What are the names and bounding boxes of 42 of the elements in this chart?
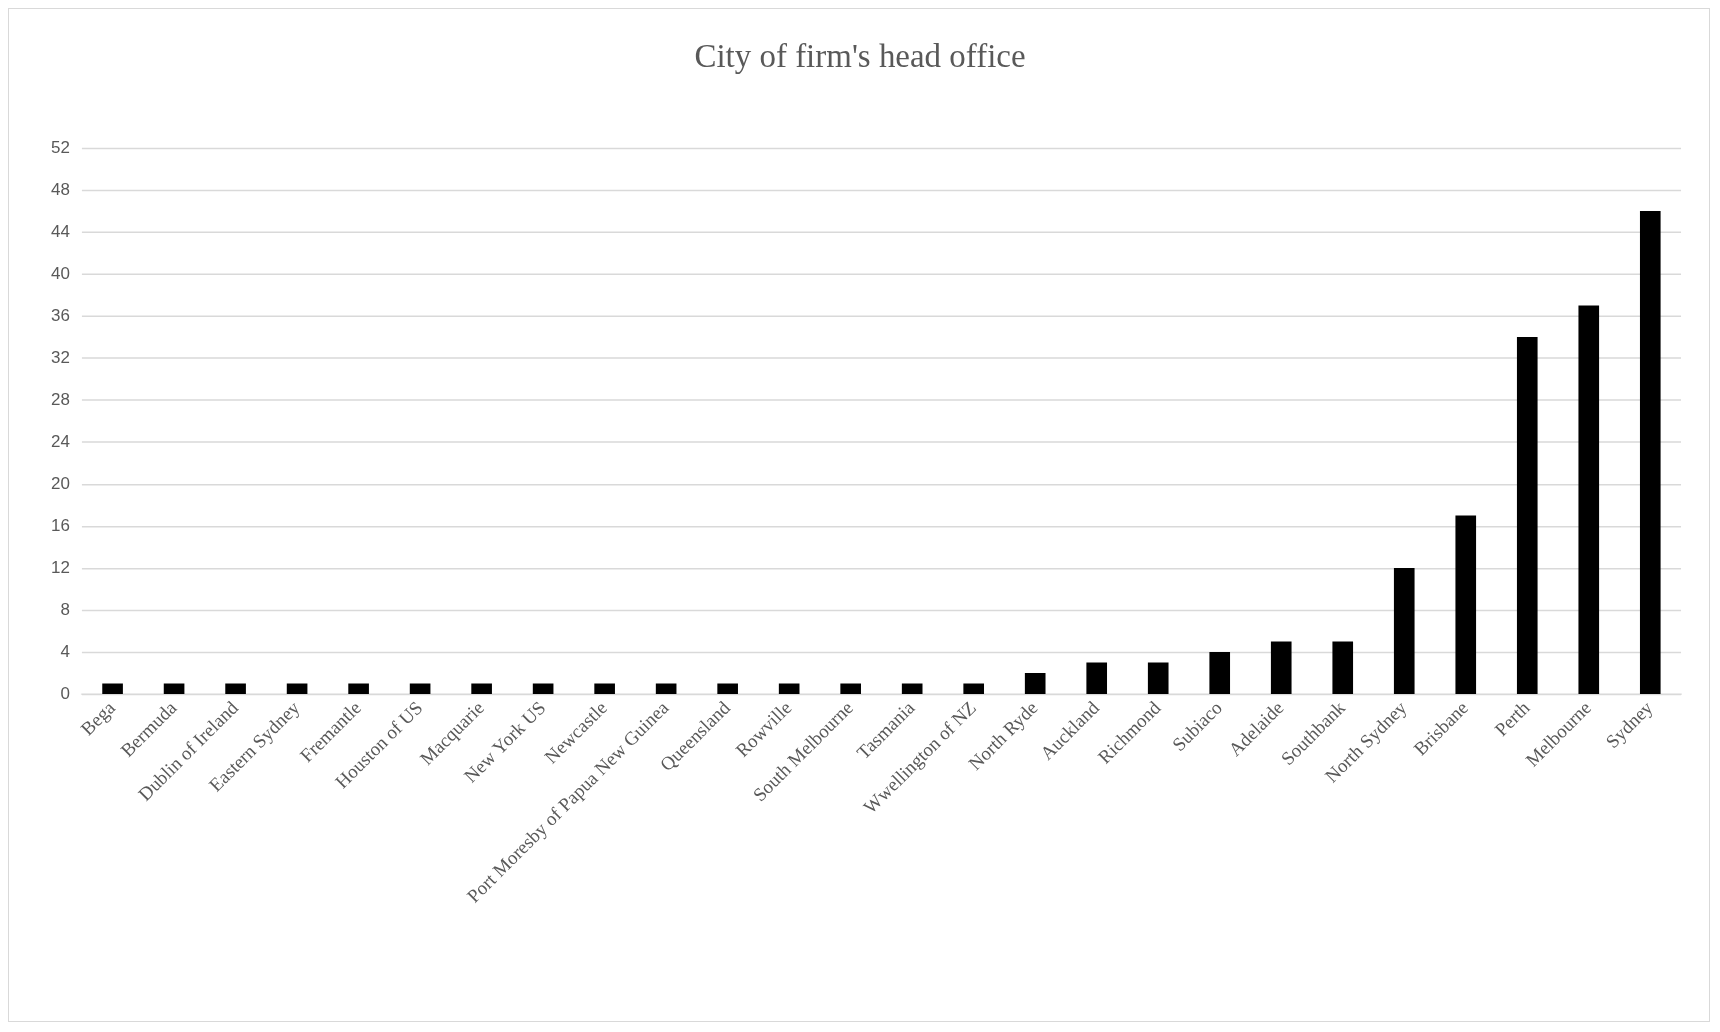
bar xyxy=(286,683,308,694)
bar xyxy=(594,683,615,694)
y-tick-label: 52 xyxy=(50,138,70,157)
bar xyxy=(1639,211,1661,694)
bar xyxy=(1455,515,1477,694)
y-tick-label: 24 xyxy=(50,432,70,452)
y-tick-label: 12 xyxy=(50,558,70,578)
y-tick-label: 8 xyxy=(60,600,70,620)
bar xyxy=(532,683,554,694)
y-tick-label: 16 xyxy=(50,516,70,536)
x-tick-label: Bega xyxy=(76,696,120,740)
bar xyxy=(1147,662,1169,694)
bar xyxy=(963,683,985,694)
bar xyxy=(409,683,431,694)
bar xyxy=(1578,305,1600,694)
bar xyxy=(163,683,185,694)
y-tick-label: 28 xyxy=(50,390,70,410)
bar xyxy=(901,683,923,694)
bar xyxy=(1332,641,1354,694)
chart-title: City of firm's head office xyxy=(694,38,1026,75)
y-tick-label: 20 xyxy=(50,474,70,494)
y-tick-label: 48 xyxy=(50,180,70,200)
y-tick-label: 0 xyxy=(60,684,70,704)
y-tick-label: 4 xyxy=(60,642,70,662)
bar xyxy=(225,683,246,694)
y-tick-label: 32 xyxy=(50,348,70,368)
bar xyxy=(840,683,861,694)
bar xyxy=(1024,673,1046,694)
bar xyxy=(1209,652,1231,694)
bar xyxy=(1393,568,1415,694)
bar xyxy=(655,683,677,694)
bar xyxy=(348,683,369,694)
bar xyxy=(778,683,800,694)
bar xyxy=(102,683,123,694)
y-tick-label: 36 xyxy=(50,306,70,326)
y-tick-label: 40 xyxy=(50,264,70,284)
bar xyxy=(1516,337,1538,694)
bar xyxy=(717,683,738,694)
bar xyxy=(1086,662,1108,694)
y-tick-label: 44 xyxy=(50,222,70,242)
bar xyxy=(471,683,492,694)
bar xyxy=(1270,641,1292,694)
